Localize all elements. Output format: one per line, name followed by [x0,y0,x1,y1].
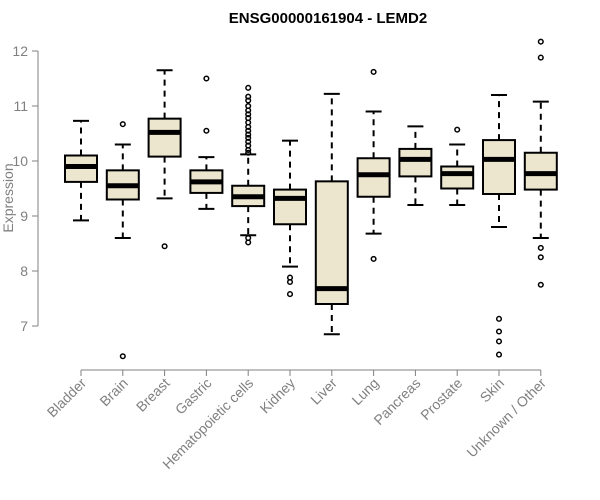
outlier-point [161,243,168,250]
outlier-point [203,127,210,134]
outlier-point [454,126,461,133]
y-tick-label: 12 [12,43,28,59]
box-iqr [314,180,349,306]
box-skin [482,94,516,358]
x-tick-label: Kidney [257,375,299,417]
y-tick-label: 7 [20,318,28,334]
outlier-point [370,68,377,75]
outlier-point [495,351,503,358]
box-iqr [398,147,433,178]
y-axis-label: Expression [0,163,16,232]
outlier-point [203,75,210,82]
outlier-point [537,254,544,261]
y-tick-label: 8 [20,263,28,279]
outlier-point [119,121,126,128]
x-tick-label: Breast [133,375,173,415]
box-liver [314,92,349,336]
box-gastric [189,75,224,210]
box-iqr [273,188,307,226]
box-bladder [64,119,98,222]
box-brain [105,121,140,360]
outlier-point [495,328,503,335]
x-tick-label: Unknown / Other [463,375,549,461]
outlier-point [495,338,503,345]
outlier-point [245,131,252,138]
outlier-point [119,353,126,360]
outlier-point [495,315,503,322]
y-tick-label: 11 [13,98,28,114]
x-tick-label: Bladder [44,375,90,421]
box-iqr [440,165,475,190]
outlier-point [245,146,252,154]
outlier-point [245,239,252,246]
outlier-point [370,255,377,262]
outlier-point [245,149,252,156]
outlier-point [286,291,294,298]
box-kidney [273,139,307,298]
box-iqr [482,139,516,196]
box-iqr [356,157,391,198]
outlier-point [537,38,544,45]
boxes-layer [64,38,558,360]
chart-title: ENSG00000161904 - LEMD2 [229,10,427,27]
outlier-point [245,84,252,91]
x-tick-label: Lung [348,375,381,408]
y-tick-label: 10 [12,153,28,169]
outlier-point [537,244,544,251]
outlier-point [245,97,252,104]
box-pancreas [398,125,433,206]
box-unknown-other [523,38,558,288]
box-lung [356,68,391,262]
y-tick-label: 9 [20,208,28,224]
x-tick-label: Liver [307,375,340,408]
box-hematopoietic-cells [231,84,266,246]
x-tick-label: Prostate [417,375,465,423]
outlier-point [537,281,544,288]
x-tick-label: Brain [96,375,130,409]
box-iqr [147,117,182,158]
outlier-point [537,54,544,61]
x-tick-label: Skin [477,375,508,406]
outlier-point [286,278,294,286]
box-prostate [440,126,475,206]
y-axis: 7 8 9 10 11 12 [12,43,39,334]
box-breast [147,69,182,250]
